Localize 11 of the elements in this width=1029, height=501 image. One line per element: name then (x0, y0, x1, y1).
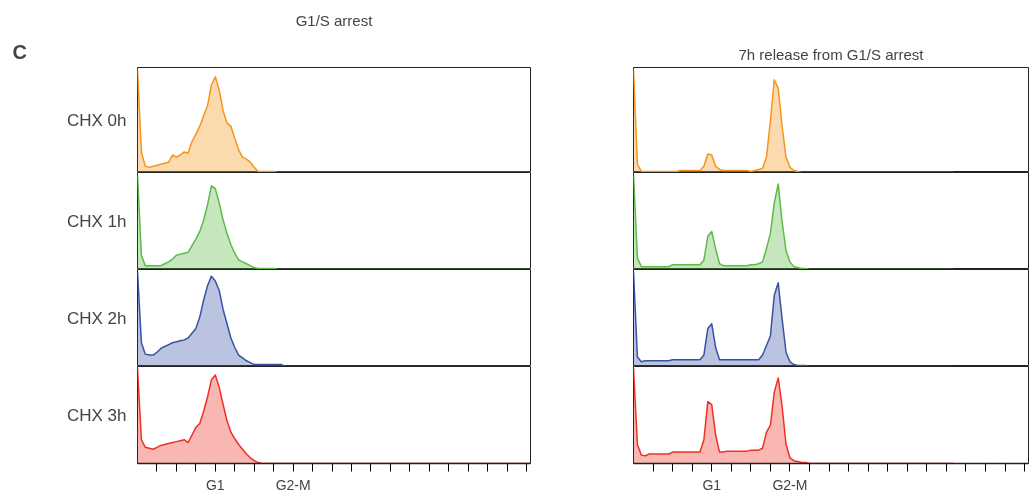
x-tick-label: G2-M (275, 476, 311, 493)
chart-title: 7h release from G1/S arrest (738, 45, 925, 63)
y-axis-title: CHX 0h (66, 110, 127, 130)
x-tick-label: G1 (702, 476, 722, 493)
text: C (12, 40, 27, 63)
y-axis-title: CHX 3h (66, 405, 127, 425)
x-tick-label: G2-M (772, 476, 808, 493)
x-tick-label: G1 (205, 476, 225, 493)
y-axis-title: CHX 1h (66, 211, 127, 231)
y-axis-title: CHX 2h (66, 308, 127, 328)
chart-title: G1/S arrest (295, 11, 374, 29)
